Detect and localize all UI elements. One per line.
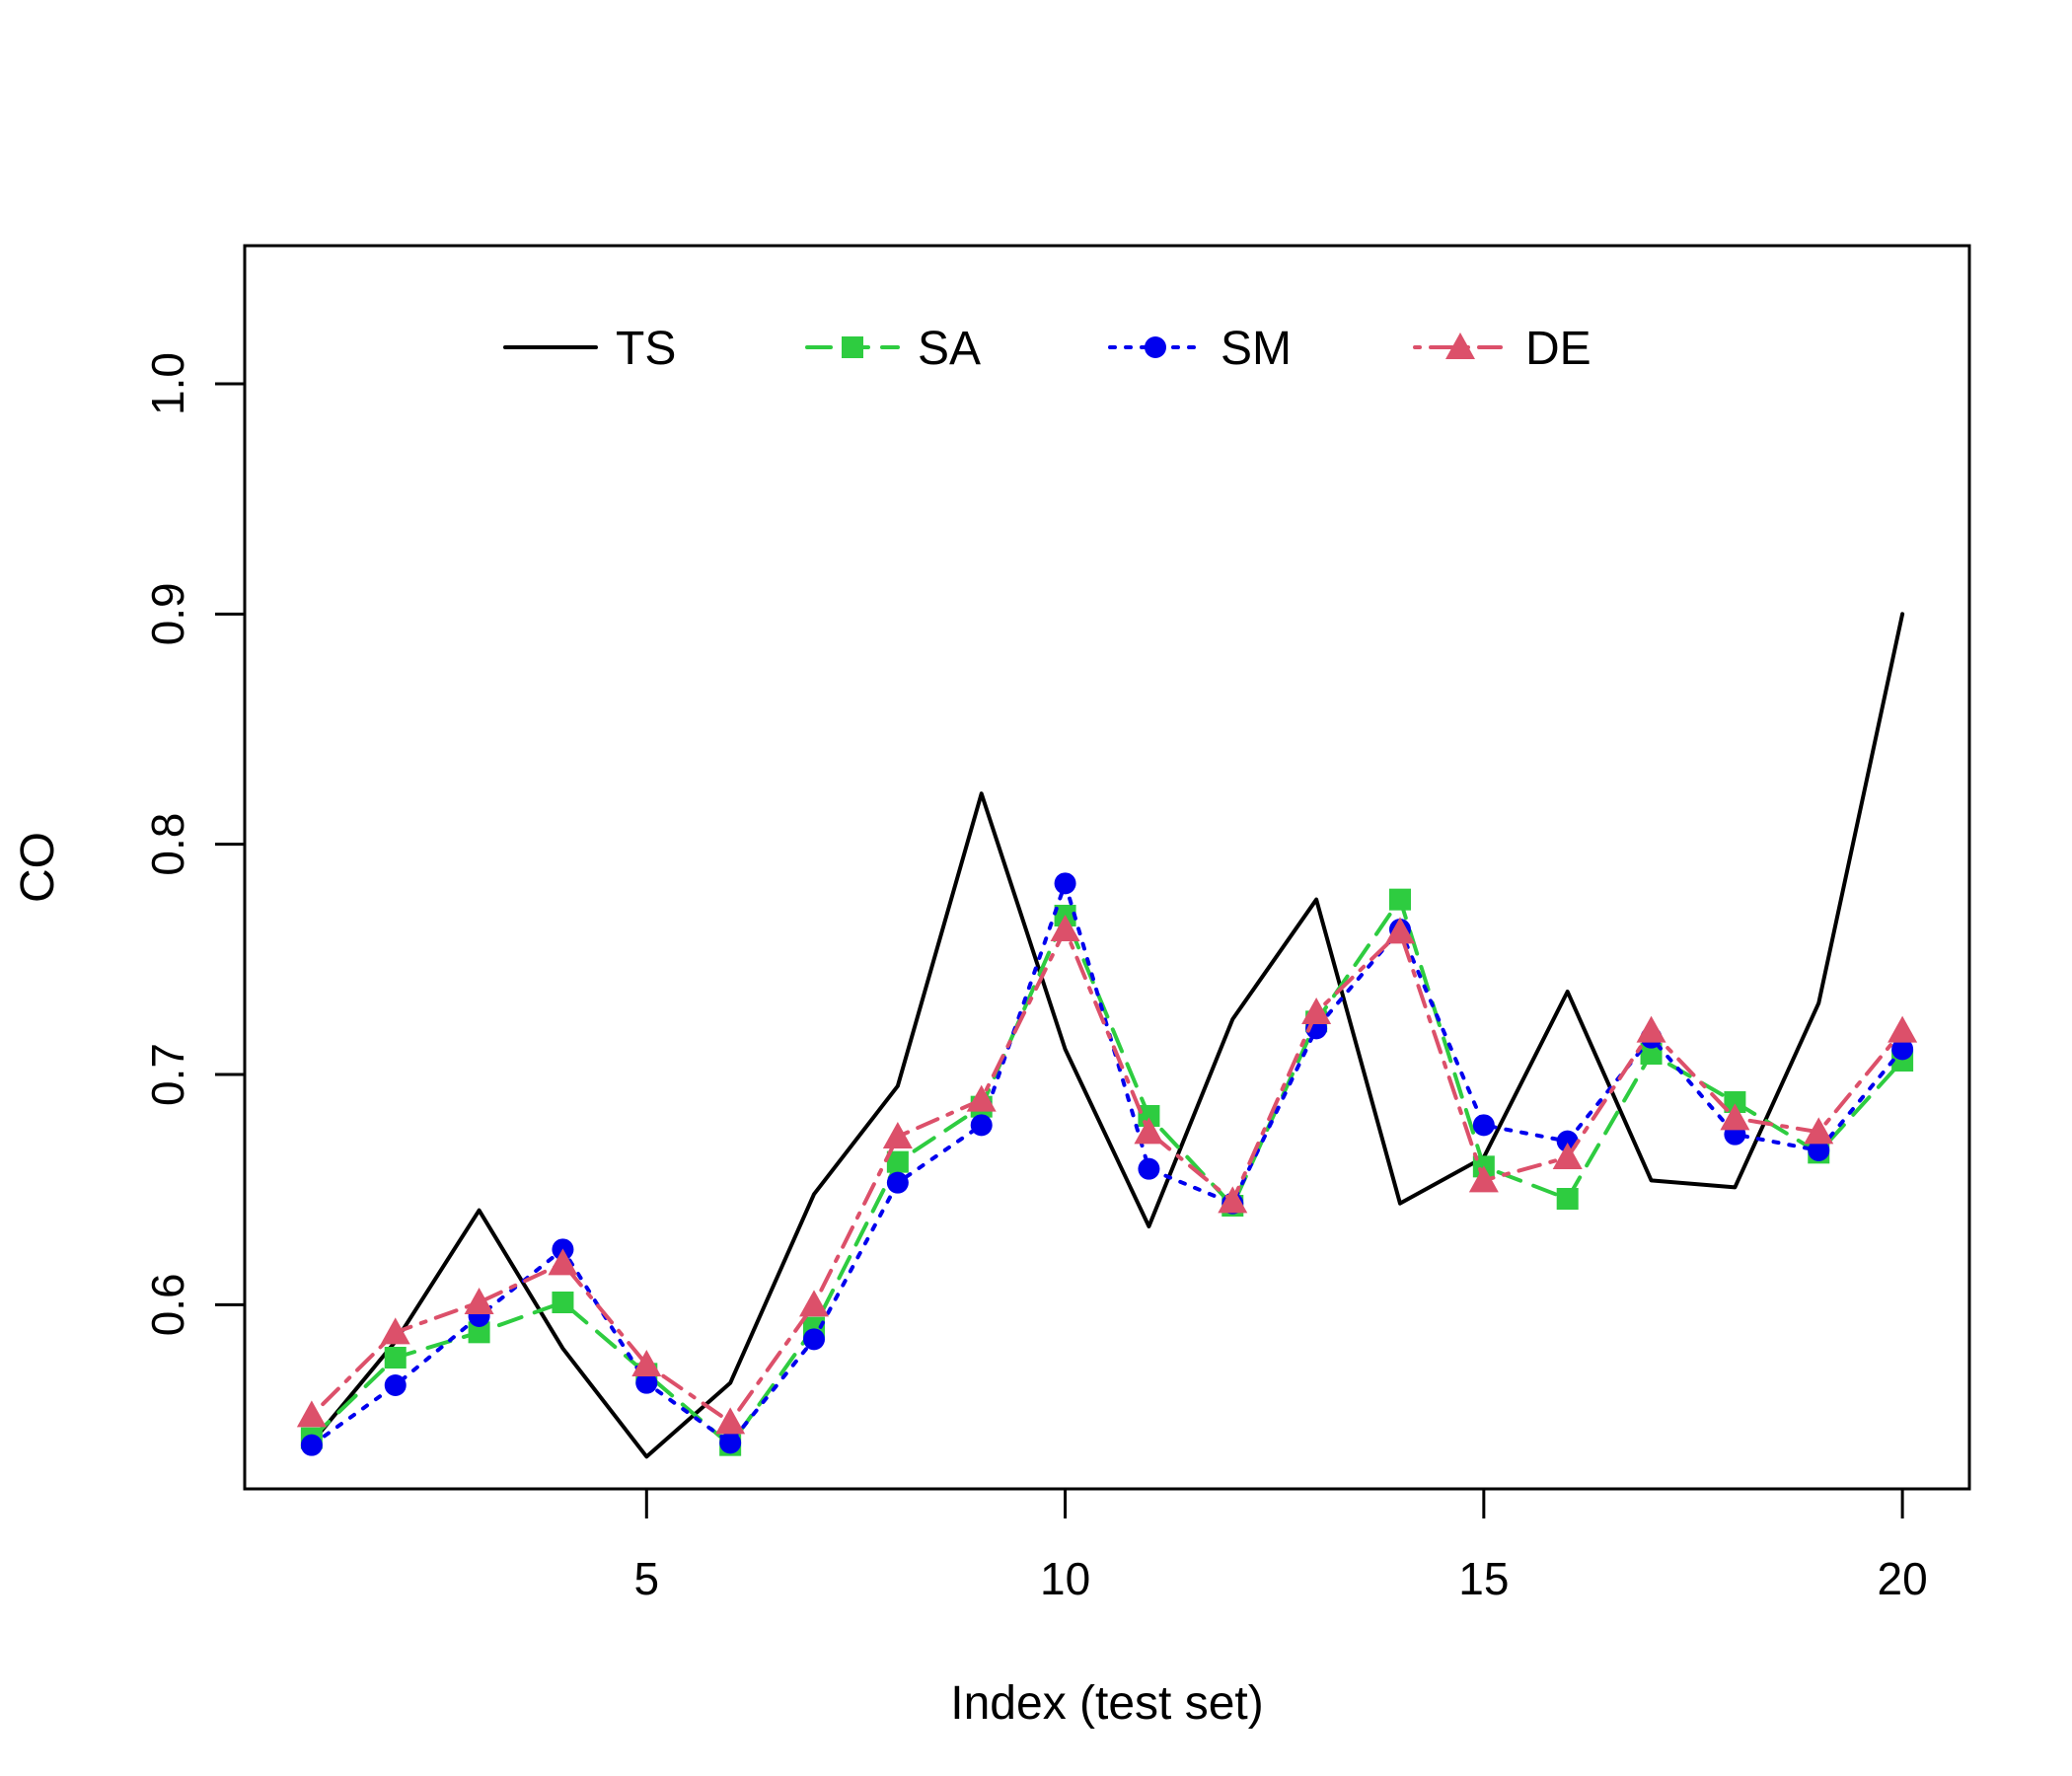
point-de: [1887, 1015, 1918, 1043]
point-sm: [719, 1432, 742, 1454]
point-sm: [803, 1328, 826, 1351]
point-de: [1301, 998, 1332, 1024]
point-de: [296, 1400, 327, 1428]
legend-label-sm: SM: [1221, 323, 1292, 375]
point-de: [966, 1084, 997, 1112]
point-sm: [1138, 1157, 1160, 1180]
point-de: [882, 1122, 913, 1148]
point-sm: [886, 1171, 909, 1194]
series-line-sm: [309, 881, 1905, 1447]
point-sa: [468, 1321, 490, 1344]
legend: TS SA SM DE: [503, 323, 1591, 375]
legend-item-sa: SA: [805, 323, 981, 375]
series-sm: [300, 872, 1914, 1456]
legend-label-ts: TS: [616, 323, 676, 375]
point-de: [1804, 1117, 1834, 1145]
point-de: [1050, 915, 1080, 941]
point-sm: [1054, 872, 1076, 895]
point-sa: [384, 1347, 407, 1369]
point-de: [1720, 1103, 1750, 1131]
series-sa: [300, 888, 1914, 1456]
series-line-sa: [309, 897, 1905, 1447]
plot-frame: [243, 244, 1971, 1491]
series-line-ts: [309, 612, 1905, 1459]
point-sa: [1388, 888, 1411, 911]
point-de: [1218, 1186, 1248, 1214]
x-tick-label: 15: [1458, 1553, 1509, 1604]
point-de: [548, 1248, 578, 1276]
y-axis-title: CO: [12, 832, 64, 903]
point-de: [1134, 1117, 1164, 1145]
point-sa: [1724, 1091, 1746, 1113]
series-ts: [309, 612, 1905, 1459]
y-tick-label: 0.7: [142, 1043, 193, 1106]
point-sa: [552, 1292, 574, 1313]
point-de: [799, 1290, 830, 1317]
point-sm: [300, 1434, 323, 1456]
x-axis: 5 10 15 20: [634, 1489, 1928, 1604]
x-tick-label: 10: [1040, 1553, 1090, 1604]
legend-marker-sm: [1145, 336, 1166, 358]
point-de: [1552, 1143, 1583, 1169]
point-sa: [1640, 1043, 1663, 1065]
x-tick-label: 5: [634, 1553, 660, 1604]
point-sa: [1556, 1188, 1579, 1210]
x-tick-label: 20: [1878, 1553, 1928, 1604]
series-line-de: [309, 927, 1905, 1425]
legend-item-sm: SM: [1108, 323, 1292, 375]
x-axis-title: Index (test set): [950, 1677, 1263, 1730]
y-tick-label: 1.0: [142, 352, 193, 415]
point-de: [715, 1407, 746, 1435]
series-layer: [296, 612, 1918, 1459]
point-de: [1636, 1015, 1666, 1043]
point-de: [1384, 917, 1415, 944]
point-sm: [635, 1371, 658, 1394]
y-tick-label: 0.6: [142, 1273, 193, 1336]
legend-marker-de: [1445, 333, 1475, 359]
legend-label-sa: SA: [918, 323, 981, 375]
point-de: [1468, 1165, 1499, 1193]
y-tick-label: 0.9: [142, 582, 193, 645]
point-de: [631, 1350, 662, 1376]
point-sm: [970, 1114, 993, 1137]
series-de: [296, 915, 1918, 1435]
point-sm: [1472, 1114, 1495, 1137]
legend-item-ts: TS: [503, 323, 676, 375]
point-de: [464, 1288, 494, 1314]
point-sm: [384, 1374, 407, 1396]
point-sm: [1891, 1038, 1914, 1061]
y-axis: 0.6 0.7 0.8 0.9 1.0: [142, 352, 245, 1336]
legend-label-de: DE: [1525, 323, 1591, 375]
point-sm: [1808, 1140, 1830, 1161]
point-de: [380, 1317, 410, 1345]
y-tick-label: 0.8: [142, 813, 193, 876]
legend-marker-sa: [842, 336, 863, 358]
point-sa: [886, 1150, 909, 1173]
legend-item-de: DE: [1413, 323, 1591, 375]
